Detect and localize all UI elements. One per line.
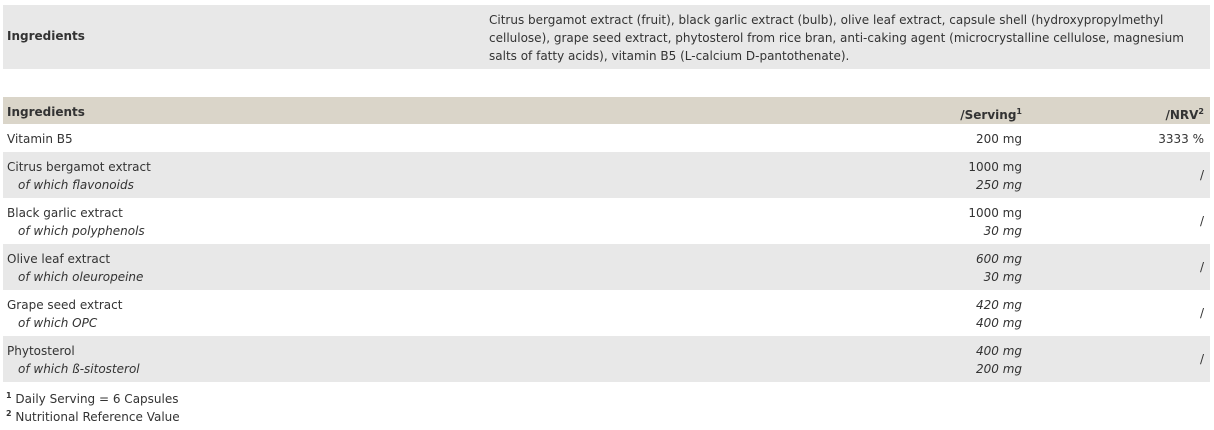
nrv-value: / bbox=[1199, 260, 1204, 274]
ingredient-name: Olive leaf extract of which oleuropeine bbox=[7, 252, 144, 284]
table-header: Ingredients /Serving1 /NRV2 bbox=[3, 97, 1210, 124]
nrv-value: / bbox=[1199, 168, 1204, 182]
header-nrv: /NRV2 bbox=[1165, 107, 1204, 122]
nrv-value: / bbox=[1199, 352, 1204, 366]
table-row: Grape seed extract of which OPC 420 mg 400… bbox=[3, 290, 1210, 336]
nutrition-table: Ingredients /Serving1 /NRV2 Vitamin B5 2… bbox=[3, 97, 1210, 382]
ingredients-text: Citrus bergamot extract (fruit), black g… bbox=[489, 13, 1184, 63]
ingredient-name: Phytosterol of which ß-sitosterol bbox=[7, 344, 140, 376]
table-row: Citrus bergamot extract of which flavonoi… bbox=[3, 152, 1210, 198]
serving-value: 420 mg 400 mg bbox=[975, 298, 1022, 330]
ingredients-box: Ingredients Citrus bergamot extract (fru… bbox=[3, 5, 1210, 69]
ingredient-name: Grape seed extract of which OPC bbox=[7, 298, 123, 330]
nrv-value: / bbox=[1199, 214, 1204, 228]
nrv-value: / bbox=[1199, 306, 1204, 320]
header-ingredients: Ingredients bbox=[7, 105, 85, 119]
table-row: Black garlic extract of which polyphenols… bbox=[3, 198, 1210, 244]
serving-value: 600 mg 30 mg bbox=[975, 252, 1022, 284]
serving-value: 1000 mg 30 mg bbox=[968, 206, 1022, 238]
ingredient-name: Black garlic extract of which polyphenols bbox=[7, 206, 145, 238]
footnote-serving: 1 Daily Serving = 6 Capsules bbox=[6, 391, 179, 406]
ingredients-label: Ingredients bbox=[7, 29, 85, 43]
serving-value: 200 mg bbox=[975, 132, 1022, 146]
table-row: Phytosterol of which ß-sitosterol 400 mg 2… bbox=[3, 336, 1210, 382]
nrv-value: 3333 % bbox=[1158, 132, 1204, 146]
header-serving: /Serving1 bbox=[960, 107, 1022, 122]
ingredient-name: Vitamin B5 bbox=[7, 132, 73, 146]
table-row: Vitamin B5 200 mg 3333 % bbox=[3, 124, 1210, 152]
serving-value: 400 mg 200 mg bbox=[975, 344, 1022, 376]
serving-value: 1000 mg 250 mg bbox=[968, 160, 1022, 192]
table-row: Olive leaf extract of which oleuropeine 6… bbox=[3, 244, 1210, 290]
ingredient-name: Citrus bergamot extract of which flavonoi… bbox=[7, 160, 151, 192]
footnote-nrv: 2 Nutritional Reference Value bbox=[6, 409, 180, 424]
